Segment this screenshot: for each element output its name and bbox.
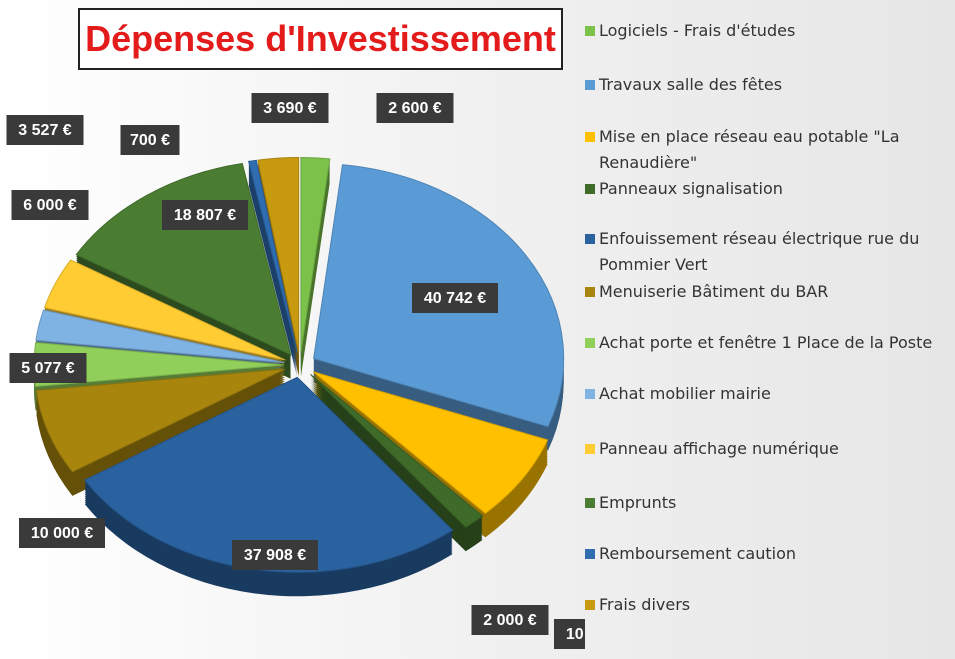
legend-item: Remboursement caution: [585, 541, 955, 567]
pie-area: 2 600 € 40 742 € 10 237 € 2 000 € 37 908 € 10…: [6, 93, 585, 649]
data-label: 700 €: [120, 125, 180, 155]
data-label-box: [554, 619, 585, 649]
data-label-box: [19, 518, 105, 548]
legend-swatch: [585, 444, 595, 454]
chart-title: Dépenses d'Investissement: [78, 8, 563, 70]
legend-label: Travaux salle des fêtes: [599, 75, 783, 94]
data-label-box: [9, 353, 87, 383]
data-label-text: 10 237 €: [566, 626, 585, 643]
legend-item: Travaux salle des fêtes: [585, 72, 955, 98]
legend-label: Mise en place réseau eau potable "La Ren…: [599, 127, 900, 172]
legend-label: Menuiserie Bâtiment du BAR: [599, 282, 829, 301]
slice: [35, 309, 285, 364]
legend-item: Logiciels - Frais d'études: [585, 18, 955, 44]
slice-side: [248, 168, 298, 361]
data-label-box: [6, 115, 84, 145]
legend-swatch: [585, 498, 595, 508]
slice-side: [248, 174, 298, 367]
legend-item: Emprunts: [585, 490, 955, 516]
data-label: 10 237 €: [554, 619, 585, 649]
data-label: 5 077 €: [9, 353, 87, 383]
data-label-text: 40 742 €: [424, 290, 486, 307]
data-label-text: 3 527 €: [18, 122, 71, 139]
legend-swatch: [585, 338, 595, 348]
legend-swatch: [585, 132, 595, 142]
legend-label: Remboursement caution: [599, 544, 796, 563]
legend-item: Menuiserie Bâtiment du BAR: [585, 279, 955, 305]
data-label-box: [232, 540, 318, 570]
data-label: 40 742 €: [412, 283, 498, 313]
legend-swatch: [585, 26, 595, 36]
data-label-text: 2 000 €: [483, 612, 536, 629]
slice: [300, 157, 331, 353]
legend-swatch: [585, 80, 595, 90]
data-label-text: 18 807 €: [174, 207, 236, 224]
slice-side: [248, 178, 298, 371]
legend-item: Mise en place réseau eau potable "La Ren…: [585, 124, 955, 176]
data-label: 2 000 €: [471, 605, 549, 635]
data-label: 2 600 €: [376, 93, 454, 123]
legend-item: Panneau affichage numérique: [585, 436, 955, 462]
data-label-box: [412, 283, 498, 313]
legend-swatch: [585, 549, 595, 559]
data-label-text: 2 600 €: [388, 100, 441, 117]
slice: [248, 159, 298, 353]
legend-swatch: [585, 184, 595, 194]
data-label: 3 690 €: [251, 93, 329, 123]
legend-swatch: [585, 234, 595, 244]
data-label: 3 527 €: [6, 115, 84, 145]
data-label-box: [251, 93, 329, 123]
legend-item: Enfouissement réseau électrique rue du P…: [585, 226, 955, 278]
legend-label: Panneaux signalisation: [599, 179, 783, 198]
data-label-box: [471, 605, 549, 635]
slice-side: [248, 170, 298, 363]
legend-label: Logiciels - Frais d'études: [599, 21, 796, 40]
legend-swatch: [585, 389, 595, 399]
data-label-text: 3 690 €: [263, 100, 316, 117]
data-label-box: [11, 190, 89, 220]
legend-label: Achat porte et fenêtre 1 Place de la Pos…: [599, 333, 933, 352]
data-label: 37 908 €: [232, 540, 318, 570]
legend-label: Enfouissement réseau électrique rue du P…: [599, 229, 920, 274]
slice: [43, 259, 286, 361]
data-label-box: [120, 125, 180, 155]
legend-swatch: [585, 287, 595, 297]
slice-side: [248, 172, 298, 365]
data-label-text: 5 077 €: [21, 360, 74, 377]
slice-side: [248, 184, 298, 377]
data-label-text: 37 908 €: [244, 547, 306, 564]
slice-side: [248, 176, 298, 369]
data-label: 18 807 €: [162, 200, 248, 230]
slice: [35, 368, 286, 473]
slice: [310, 374, 484, 528]
slice-side: [248, 180, 298, 373]
data-label: 6 000 €: [11, 190, 89, 220]
legend-item: Achat mobilier mairie: [585, 381, 955, 407]
slice-side: [248, 166, 298, 359]
data-label-text: 10 000 €: [31, 525, 93, 542]
slice-side: [248, 164, 298, 357]
data-label: 10 000 €: [19, 518, 105, 548]
legend-label: Emprunts: [599, 493, 677, 512]
legend-label: Frais divers: [599, 595, 691, 614]
slice: [257, 157, 300, 353]
slice: [313, 371, 549, 515]
legend-swatch: [585, 600, 595, 610]
legend-item: Panneaux signalisation: [585, 176, 955, 202]
data-label-box: [376, 93, 454, 123]
legend-label: Panneau affichage numérique: [599, 439, 839, 458]
slice-side: [248, 182, 298, 375]
legend-label: Achat mobilier mairie: [599, 384, 771, 403]
data-label-text: 700 €: [130, 132, 170, 149]
data-label-text: 6 000 €: [23, 197, 76, 214]
legend-item: Frais divers: [585, 592, 955, 618]
legend-item: Achat porte et fenêtre 1 Place de la Pos…: [585, 330, 955, 356]
data-label-box: [162, 200, 248, 230]
